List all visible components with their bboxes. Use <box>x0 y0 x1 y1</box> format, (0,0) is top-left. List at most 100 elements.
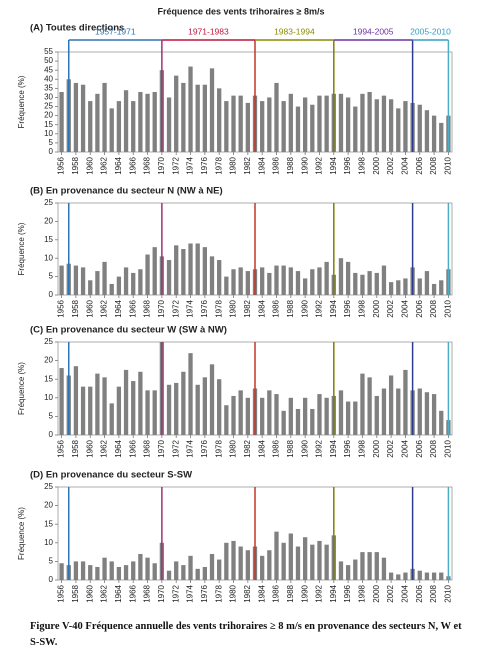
y-axis-label: Fréquence (%) <box>17 222 26 275</box>
x-tick-label: 1966 <box>128 156 137 174</box>
bar <box>439 410 444 435</box>
x-tick-label: 2010 <box>444 156 453 174</box>
bar <box>188 555 193 580</box>
x-tick-label: 1982 <box>243 439 252 457</box>
x-tick-label: 2002 <box>386 299 395 317</box>
y-tick-label: 0 <box>49 147 54 156</box>
x-tick-label: 1972 <box>171 299 180 317</box>
bar <box>281 101 286 152</box>
bar <box>310 104 315 152</box>
x-tick-label: 1964 <box>114 156 123 174</box>
bar <box>345 401 351 435</box>
bar <box>310 269 315 295</box>
x-tick-label: 1964 <box>114 439 123 457</box>
bar <box>123 565 129 580</box>
bar <box>166 97 172 152</box>
x-tick-label: 2000 <box>372 299 381 317</box>
x-tick-label: 1964 <box>114 584 123 602</box>
bar <box>188 353 193 435</box>
bar <box>116 386 122 435</box>
bar <box>324 397 329 435</box>
x-tick-label: 1956 <box>57 156 66 174</box>
bar <box>138 92 143 152</box>
bar <box>317 267 322 295</box>
x-tick-label: 1958 <box>71 439 80 457</box>
bar <box>367 377 372 435</box>
bar <box>152 92 157 152</box>
x-tick-label: 1966 <box>128 439 137 457</box>
bar <box>152 247 157 295</box>
bar <box>238 95 243 152</box>
y-tick-label: 15 <box>44 235 53 244</box>
y-tick-label: 20 <box>44 111 53 120</box>
y-tick-label: 10 <box>44 538 53 547</box>
x-tick-label: 1998 <box>358 584 367 602</box>
x-tick-label: 1970 <box>157 299 166 317</box>
y-axis-label: Fréquence (%) <box>17 75 26 128</box>
x-tick-label: 1996 <box>343 584 352 602</box>
bar <box>174 75 179 152</box>
x-tick-label: 2000 <box>372 584 381 602</box>
period-label: 1994-2005 <box>353 26 394 36</box>
bar <box>374 99 379 152</box>
bar <box>181 371 186 435</box>
bar <box>217 260 222 295</box>
bar <box>360 93 365 152</box>
y-tick-label: 10 <box>44 393 53 402</box>
x-tick-label: 1968 <box>143 439 152 457</box>
bar <box>353 272 358 295</box>
bar <box>403 278 408 295</box>
bar <box>195 243 200 295</box>
bar <box>302 97 308 152</box>
bar <box>302 397 308 435</box>
bar <box>317 394 322 435</box>
bar <box>59 563 64 580</box>
x-tick-label: 1972 <box>171 156 180 174</box>
bar <box>95 373 100 435</box>
x-tick-label: 1988 <box>286 439 295 457</box>
x-tick-label: 1984 <box>257 156 266 174</box>
bar <box>288 397 293 435</box>
bar <box>403 369 408 435</box>
bar <box>174 245 179 295</box>
bar <box>431 283 437 295</box>
x-tick-label: 2000 <box>372 439 381 457</box>
bar <box>231 540 236 580</box>
bar <box>367 271 372 295</box>
bar <box>360 373 365 435</box>
x-tick-label: 1980 <box>229 584 238 602</box>
x-tick-label: 1976 <box>200 584 209 602</box>
bar <box>209 256 215 295</box>
bar <box>202 377 208 435</box>
bar <box>174 561 179 580</box>
bar <box>417 570 422 580</box>
x-tick-label: 1956 <box>57 584 66 602</box>
x-tick-label: 1988 <box>286 156 295 174</box>
x-tick-label: 1970 <box>157 439 166 457</box>
x-tick-label: 1982 <box>243 156 252 174</box>
bar <box>145 93 150 152</box>
bar <box>424 572 430 580</box>
bar <box>324 544 329 580</box>
x-tick-label: 1980 <box>229 156 238 174</box>
bar <box>310 544 315 580</box>
bar <box>374 272 379 295</box>
y-tick-label: 20 <box>44 501 53 510</box>
bar <box>166 260 172 295</box>
bar <box>224 276 229 295</box>
bar <box>388 282 394 295</box>
bar <box>80 561 86 580</box>
x-tick-label: 2006 <box>415 584 424 602</box>
x-tick-label: 1978 <box>214 299 223 317</box>
bar <box>424 392 430 435</box>
bar <box>381 557 387 580</box>
x-tick-label: 1976 <box>200 156 209 174</box>
x-tick-label: 2002 <box>386 439 395 457</box>
bar <box>288 267 293 295</box>
bar <box>260 555 265 580</box>
panel-title: (D) En provenance du secteur S-SW <box>30 470 192 481</box>
bar <box>353 106 358 152</box>
bar <box>224 405 229 435</box>
bar <box>73 366 79 435</box>
